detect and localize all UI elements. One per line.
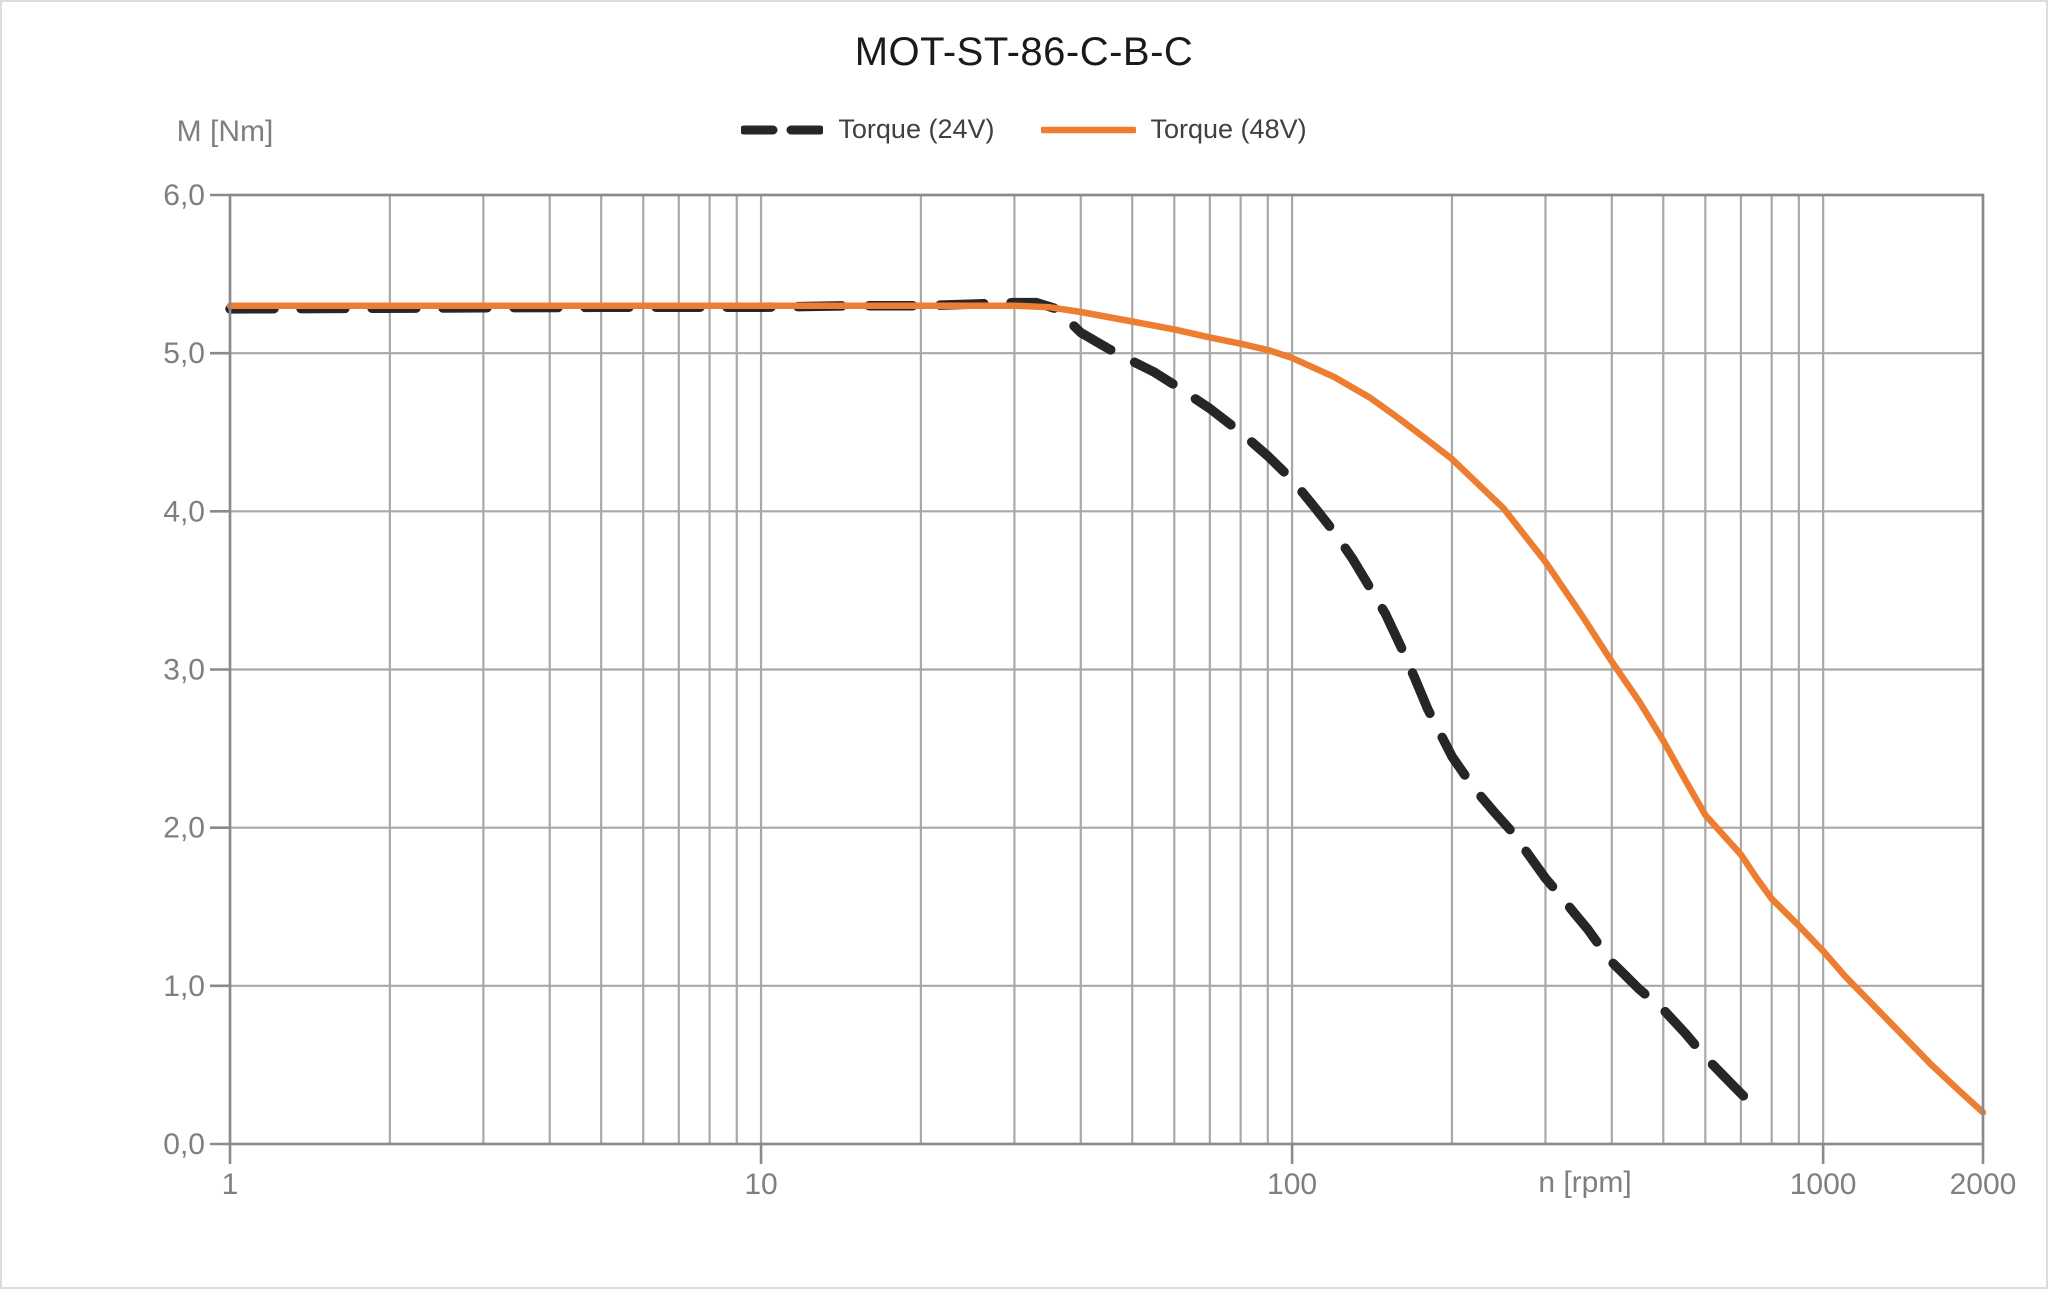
solid-line-sample-icon (1040, 126, 1136, 133)
x-axis-title: n [rpm] (1538, 1166, 1632, 1199)
y-axis-tick-label: 3,0 (163, 654, 205, 687)
x-axis-tick-label: 1 (222, 1168, 239, 1201)
y-axis-tick-label: 0,0 (163, 1128, 205, 1161)
y-axis-tick-label: 6,0 (163, 179, 205, 212)
y-axis-title: M [Nm] (176, 115, 274, 148)
x-axis-tick-label: 1000 (1790, 1168, 1857, 1201)
x-axis-tick-label: 2000 (1950, 1168, 2017, 1201)
x-axis-tick-label: 100 (1267, 1168, 1317, 1201)
legend-item-torque-24v: Torque (24V) (741, 114, 995, 145)
torque-24v-curve (225, 297, 1753, 1105)
y-axis-tick-label: 5,0 (163, 337, 205, 370)
y-axis-tick-label: 2,0 (163, 812, 205, 845)
legend-label-torque-48v: Torque (48V) (1150, 114, 1307, 144)
legend-label-torque-24v: Torque (24V) (838, 114, 995, 144)
dashed-line-sample-icon (741, 125, 824, 134)
chart-title: MOT-ST-86-C-B-C (854, 30, 1194, 74)
torque-48v-curve (226, 302, 1987, 1116)
x-axis-tick-label: 10 (744, 1168, 777, 1201)
y-axis-tick-label: 4,0 (163, 495, 205, 528)
legend-item-torque-48v: Torque (48V) (1040, 114, 1307, 145)
y-axis-tick-label: 1,0 (163, 970, 205, 1003)
legend: Torque (24V) Torque (48V) (2, 114, 2046, 145)
